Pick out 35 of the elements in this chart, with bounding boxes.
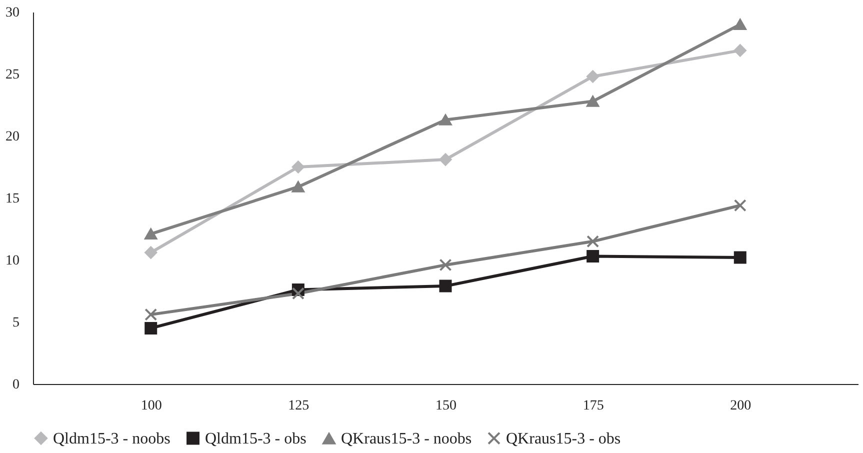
- y-tick-label: 30: [6, 6, 20, 20]
- point: [734, 251, 746, 264]
- point: [292, 287, 304, 300]
- point: [144, 246, 158, 259]
- point: [144, 322, 158, 334]
- x-tick-label: 200: [730, 398, 752, 414]
- legend-label: Qldm15-3 - obs: [205, 430, 306, 448]
- x-tick-label: 100: [140, 398, 162, 414]
- point: [292, 160, 304, 174]
- point: [439, 280, 452, 292]
- point: [144, 308, 158, 321]
- x-tick-label: 125: [288, 398, 310, 414]
- legend-label: QKraus15-3 - obs: [506, 430, 621, 448]
- y-tick-label: 20: [6, 130, 20, 144]
- point: [586, 235, 600, 248]
- point: [734, 18, 746, 30]
- y-tick-label: 0: [12, 378, 20, 392]
- point: [439, 153, 452, 166]
- y-tick-label: 5: [12, 316, 20, 330]
- point: [292, 181, 304, 192]
- y-tick-label: 10: [6, 254, 20, 268]
- point: [586, 250, 600, 263]
- point: [439, 258, 452, 272]
- legend-label: Qldm15-3 - noobs: [53, 430, 170, 448]
- x-tick-label: 175: [582, 398, 604, 414]
- point: [586, 70, 600, 83]
- point: [586, 96, 600, 107]
- x-tick-label: 150: [436, 398, 456, 414]
- point: [144, 228, 158, 240]
- y-tick-label: 15: [6, 192, 20, 206]
- point: [734, 44, 746, 57]
- legend-label: QKraus15-3 - noobs: [341, 430, 472, 448]
- point: [734, 199, 746, 212]
- y-tick-label: 25: [6, 68, 20, 82]
- point: [439, 114, 452, 126]
